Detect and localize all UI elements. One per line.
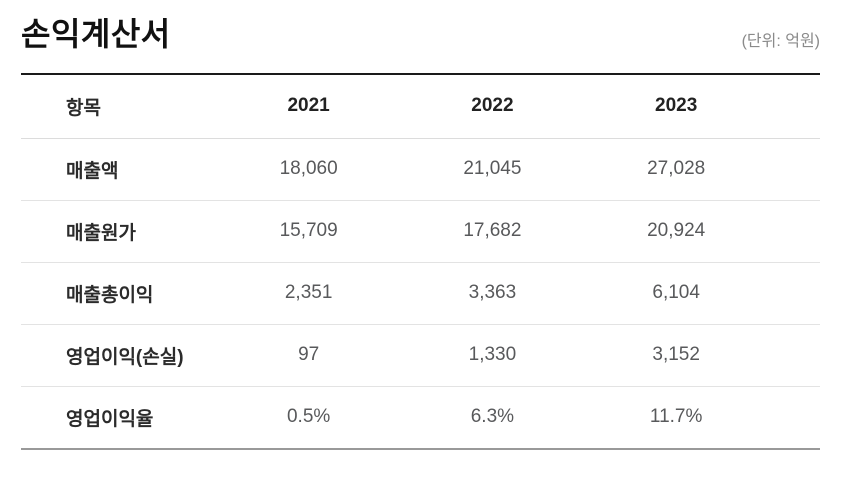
table-row-cost-of-sales: 매출원가 15,709 17,682 20,924 — [21, 200, 820, 263]
cell-value: 18,060 — [216, 138, 401, 201]
cell-value: 15,709 — [216, 200, 401, 263]
page-header: 손익계산서 (단위: 억원) — [21, 0, 820, 73]
column-header-2022: 2022 — [400, 73, 585, 139]
income-statement-table: 항목 2021 2022 2023 매출액 18,060 21,045 27,0… — [21, 72, 820, 450]
cell-value: 97 — [216, 324, 401, 387]
table-row-gross-profit: 매출총이익 2,351 3,363 6,104 — [21, 262, 820, 325]
cell-spacer — [768, 324, 820, 387]
cell-value: 6,104 — [584, 262, 769, 325]
cell-value: 0.5% — [216, 386, 401, 450]
cell-value: 20,924 — [584, 200, 769, 263]
cell-value: 2,351 — [216, 262, 401, 325]
page-title: 손익계산서 — [21, 16, 171, 52]
table-header-row: 항목 2021 2022 2023 — [21, 73, 820, 139]
cell-value: 21,045 — [400, 138, 585, 201]
cell-value: 1,330 — [400, 324, 585, 387]
cell-spacer — [768, 386, 820, 450]
row-label: 영업이익(손실) — [21, 324, 217, 387]
cell-value: 3,363 — [400, 262, 585, 325]
column-header-spacer — [768, 73, 820, 139]
row-label: 영업이익율 — [21, 386, 217, 450]
unit-label: (단위: 억원) — [741, 32, 820, 50]
table-row-operating-profit: 영업이익(손실) 97 1,330 3,152 — [21, 324, 820, 387]
row-label: 매출원가 — [21, 200, 217, 263]
cell-spacer — [768, 262, 820, 325]
cell-value: 6.3% — [400, 386, 585, 450]
row-label: 매출액 — [21, 138, 217, 201]
row-label: 매출총이익 — [21, 262, 217, 325]
table-row-operating-margin: 영업이익율 0.5% 6.3% 11.7% — [21, 386, 820, 450]
cell-value: 3,152 — [584, 324, 769, 387]
cell-value: 11.7% — [584, 386, 769, 450]
cell-spacer — [768, 138, 820, 201]
cell-spacer — [768, 200, 820, 263]
column-header-2023: 2023 — [584, 73, 769, 139]
column-header-2021: 2021 — [216, 73, 401, 139]
table-row-revenue: 매출액 18,060 21,045 27,028 — [21, 138, 820, 201]
column-header-item: 항목 — [21, 73, 217, 139]
cell-value: 27,028 — [584, 138, 769, 201]
cell-value: 17,682 — [400, 200, 585, 263]
